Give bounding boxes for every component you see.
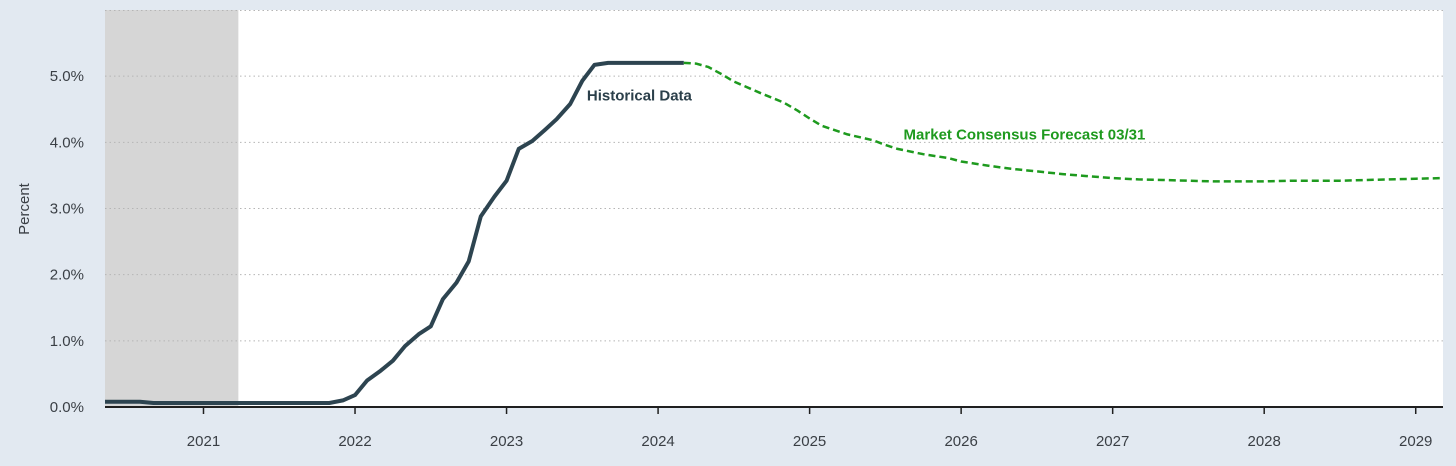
shaded-region bbox=[105, 10, 239, 407]
y-tick-label: 4.0% bbox=[50, 134, 84, 151]
y-tick-label: 3.0% bbox=[50, 201, 84, 218]
annotation-forecast: Market Consensus Forecast 03/31 bbox=[904, 127, 1146, 144]
y-tick-label: 0.0% bbox=[50, 399, 84, 416]
y-tick-label: 5.0% bbox=[50, 68, 84, 85]
plot-area bbox=[105, 10, 1443, 407]
annotation-historical: Historical Data bbox=[587, 88, 693, 105]
x-tick-label: 2021 bbox=[187, 433, 220, 450]
x-tick-label: 2023 bbox=[490, 433, 523, 450]
x-tick-label: 2027 bbox=[1096, 433, 1129, 450]
x-tick-label: 2029 bbox=[1399, 433, 1432, 450]
x-tick-label: 2022 bbox=[338, 433, 371, 450]
y-tick-label: 1.0% bbox=[50, 333, 84, 350]
y-tick-label: 2.0% bbox=[50, 267, 84, 284]
x-tick-label: 2026 bbox=[944, 433, 977, 450]
x-tick-label: 2025 bbox=[793, 433, 826, 450]
y-axis-label: Percent bbox=[16, 182, 33, 235]
x-tick-label: 2024 bbox=[641, 433, 674, 450]
series-line-historical bbox=[105, 60, 684, 405]
series-line-forecast bbox=[683, 61, 1444, 183]
x-tick-label: 2028 bbox=[1248, 433, 1281, 450]
